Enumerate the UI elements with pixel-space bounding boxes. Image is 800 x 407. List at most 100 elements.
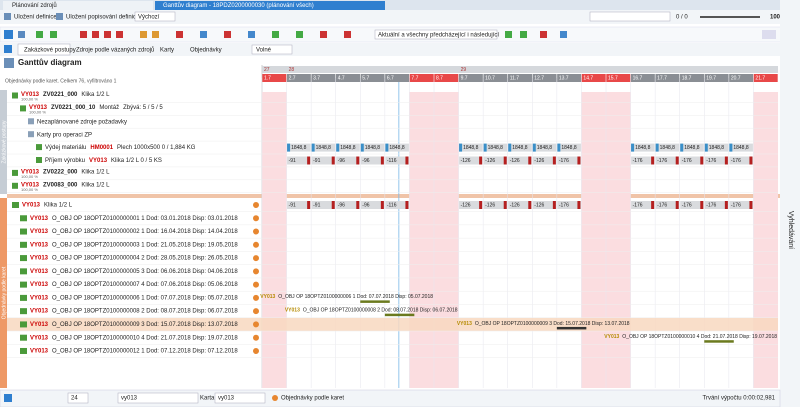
view-tab[interactable]: Karty	[160, 48, 174, 54]
day-label: 19.7	[706, 75, 716, 81]
day-label: 17.7	[657, 75, 667, 81]
cell-marker	[307, 201, 311, 209]
cell-value: -96	[362, 202, 369, 208]
dropdown[interactable]	[251, 44, 293, 55]
search-box[interactable]	[589, 11, 671, 22]
side-label: Objednávky podle karet	[1, 266, 7, 319]
tree-icon	[12, 169, 18, 176]
row-status	[253, 202, 259, 208]
cell	[532, 156, 557, 165]
cell-marker	[287, 143, 291, 152]
cell	[459, 201, 483, 209]
day-label: 9.7	[461, 75, 468, 81]
view-tab[interactable]: Objednávky	[190, 48, 222, 54]
gantt-label: VY013	[457, 321, 472, 327]
view-tab[interactable]: Zdroje podle vázaných zdrojů	[76, 47, 154, 54]
tree-icon	[28, 131, 34, 138]
cell-marker	[483, 143, 487, 152]
card-box[interactable]	[214, 392, 266, 404]
cell-marker	[577, 156, 581, 165]
page-size-value[interactable]: 24	[71, 396, 78, 402]
cell-value: -176	[657, 158, 667, 164]
card-value[interactable]: vy013	[218, 396, 235, 402]
cell	[631, 201, 655, 209]
weekend-column	[606, 92, 631, 388]
cell-value: 1848,8	[709, 145, 725, 151]
day-cell	[655, 74, 680, 82]
row-code: VY013	[30, 242, 49, 248]
row-code: VY013	[30, 216, 49, 222]
cell	[655, 201, 680, 209]
view-tab-bar	[0, 43, 800, 56]
dropdown-value[interactable]: Volné	[256, 48, 272, 54]
mode: Objednávky podle karet	[281, 396, 344, 402]
cell-marker	[675, 201, 679, 209]
cell-marker	[479, 201, 483, 209]
cell-value: -176	[682, 202, 692, 208]
tab-label[interactable]: Ganttův diagram - 18PDZ0200000030 (pláno…	[163, 2, 314, 9]
tab-active[interactable]	[155, 1, 385, 10]
title: Ganttův diagram	[18, 58, 82, 67]
day-cell	[581, 74, 606, 82]
cell	[385, 156, 409, 165]
day-label: 4.7	[338, 75, 345, 81]
day-label: 7.7	[411, 75, 418, 81]
tree-icon	[20, 308, 27, 315]
row-code: VY013	[30, 229, 49, 235]
day-cell	[557, 74, 582, 82]
counter: 0 / 0	[676, 15, 688, 21]
day-cell	[483, 74, 508, 82]
search-label[interactable]: Vyhledávání	[787, 211, 794, 249]
cell-value: -126	[461, 158, 471, 164]
day-cell	[360, 74, 385, 82]
cell-marker	[380, 201, 384, 209]
cell-value: 1848,8	[340, 145, 356, 151]
row-extra: Klika 1/2 L 0 / 5 KS	[111, 158, 162, 164]
toolbar-icons	[4, 30, 776, 39]
cell-marker	[385, 143, 389, 152]
zoom-slider[interactable]	[700, 16, 760, 18]
row-status	[253, 334, 259, 341]
cell	[729, 201, 753, 209]
cell-marker	[704, 143, 708, 152]
tab-label[interactable]: Plánování zdrojů	[12, 2, 57, 9]
row-extra: Zbývá: 5 / 5 / 5	[123, 105, 163, 111]
filter-value[interactable]: vy013	[121, 396, 138, 402]
cell-marker	[577, 201, 581, 209]
button-label[interactable]: Uložení popisování definice	[66, 15, 140, 21]
tab[interactable]	[3, 1, 153, 10]
button-label[interactable]: Uložení definice	[14, 15, 57, 21]
title-icon	[4, 58, 14, 68]
cell-marker	[675, 156, 679, 165]
cell-marker	[532, 143, 536, 152]
tree-icon	[12, 92, 18, 99]
cell	[459, 143, 483, 152]
day-cell	[729, 74, 754, 82]
page-size[interactable]	[67, 392, 89, 404]
splitter[interactable]	[7, 194, 780, 198]
status-bar	[0, 389, 781, 407]
cell-marker	[331, 156, 335, 165]
row-status	[253, 281, 259, 288]
dropdown[interactable]	[134, 11, 176, 22]
filter-box[interactable]	[117, 392, 199, 404]
gantt-bar	[704, 340, 734, 343]
gantt-bar	[360, 300, 390, 303]
view-tab[interactable]: Zakázkové postupy	[24, 48, 76, 54]
tree-icon	[20, 347, 27, 354]
dropdown-value[interactable]: Aktuální a všechny předcházející i násle…	[378, 33, 499, 39]
dropdown-value[interactable]: Výchozí	[138, 15, 160, 21]
cell-marker	[380, 156, 384, 165]
week-label: 27	[264, 67, 270, 73]
search-panel[interactable]	[780, 0, 800, 407]
cell-value: -96	[338, 202, 345, 208]
row-code: HM0001	[90, 145, 113, 151]
dropdown[interactable]	[374, 29, 498, 40]
cell-marker	[311, 143, 315, 152]
view-tab-active[interactable]	[17, 43, 71, 56]
weekend-column	[581, 92, 606, 388]
cell-value: -176	[633, 158, 643, 164]
day-cell	[458, 74, 483, 82]
cell	[336, 156, 360, 165]
row-code: VY013	[21, 182, 40, 188]
